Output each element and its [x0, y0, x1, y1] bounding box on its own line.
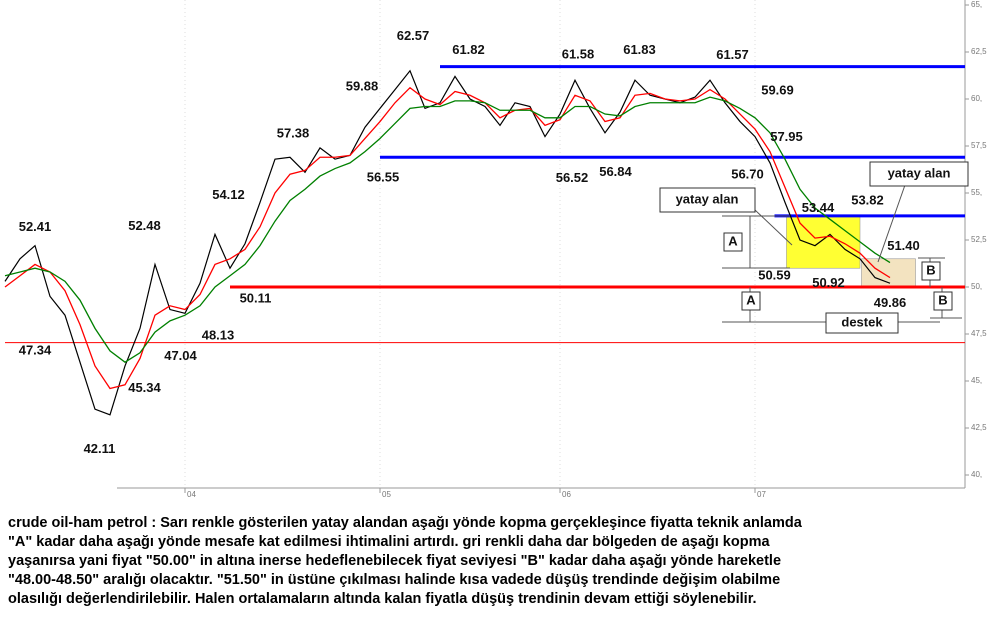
- zone: [786, 215, 861, 269]
- y-tick-label: 50,: [971, 282, 982, 291]
- y-tick-label: 60,: [971, 94, 982, 103]
- note-box: [869, 161, 969, 187]
- price-label: 53.44: [802, 200, 835, 215]
- note: B: [926, 262, 935, 277]
- price-label: 52.41: [19, 219, 52, 234]
- y-tick-label: 40,: [971, 470, 982, 479]
- caption-line: "48.00-48.50" aralığı olacaktır. "51.50"…: [8, 572, 780, 588]
- note-box: [933, 291, 953, 311]
- price-label: 57.38: [277, 126, 310, 141]
- price-label: 51.40: [887, 238, 920, 253]
- x-tick-label: 06: [562, 490, 571, 499]
- moving-average: [4, 96, 891, 363]
- price-label: 50.92: [812, 275, 845, 290]
- note-box: [921, 261, 941, 281]
- y-tick-label: 57,5: [971, 141, 987, 150]
- price-label: 50.11: [240, 290, 272, 305]
- price-label: 61.57: [716, 47, 749, 62]
- caption-line: olasılığı değerlendirilebilir. Halen ort…: [8, 591, 757, 607]
- caption-line: crude oil-ham petrol : Sarı renkle göste…: [8, 515, 803, 531]
- price-label: 56.70: [731, 166, 764, 181]
- price-line: [4, 69, 891, 416]
- x-tick-label: 07: [757, 490, 766, 499]
- pointer: [877, 184, 906, 263]
- note-box: [723, 232, 743, 252]
- price-label: 49.86: [874, 295, 907, 310]
- price-label: 54.12: [212, 187, 245, 202]
- note-box: [659, 187, 756, 213]
- price-label: 57.95: [770, 129, 803, 144]
- note: A: [746, 292, 756, 307]
- price-label: 61.82: [452, 42, 485, 57]
- note: B: [938, 292, 947, 307]
- x-tick-label: 04: [187, 490, 196, 499]
- y-tick-label: 45,: [971, 376, 982, 385]
- moving-average: [4, 86, 891, 390]
- price-label: 61.58: [562, 47, 595, 62]
- price-label: 50.59: [758, 267, 791, 282]
- note: yatay alan: [888, 165, 951, 180]
- price-label: 47.04: [164, 348, 197, 363]
- price-label: 53.82: [851, 193, 884, 208]
- price-label: 45.34: [128, 380, 161, 395]
- pointer: [754, 209, 793, 246]
- y-tick-label: 47,5: [971, 329, 987, 338]
- y-tick-label: 65,: [971, 0, 982, 9]
- price-label: 56.52: [556, 170, 589, 185]
- price-label: 48.13: [202, 328, 235, 343]
- price-label: 56.84: [599, 164, 632, 179]
- price-label: 62.57: [397, 28, 430, 43]
- price-label: 56.55: [367, 169, 400, 184]
- price-label: 61.83: [623, 42, 656, 57]
- caption-line: "A" kadar daha aşağı yönde mesafe kat ed…: [8, 534, 770, 550]
- price-label: 52.48: [128, 218, 161, 233]
- y-tick-label: 55,: [971, 188, 982, 197]
- x-tick-label: 05: [382, 490, 391, 499]
- caption-line: yaşanırsa yani fiyat "50.00" in altına i…: [8, 553, 781, 569]
- y-tick-label: 52,5: [971, 235, 987, 244]
- y-tick-label: 42,5: [971, 423, 987, 432]
- y-tick-label: 62,5: [971, 47, 987, 56]
- note-box: [825, 312, 899, 334]
- price-label: 42.11: [84, 441, 116, 456]
- note-box: [741, 291, 761, 311]
- price-label: 47.34: [19, 342, 52, 357]
- note: A: [728, 233, 738, 248]
- price-label: 59.88: [346, 79, 379, 94]
- note: destek: [841, 314, 883, 329]
- note: yatay alan: [676, 191, 739, 206]
- price-label: 59.69: [761, 82, 794, 97]
